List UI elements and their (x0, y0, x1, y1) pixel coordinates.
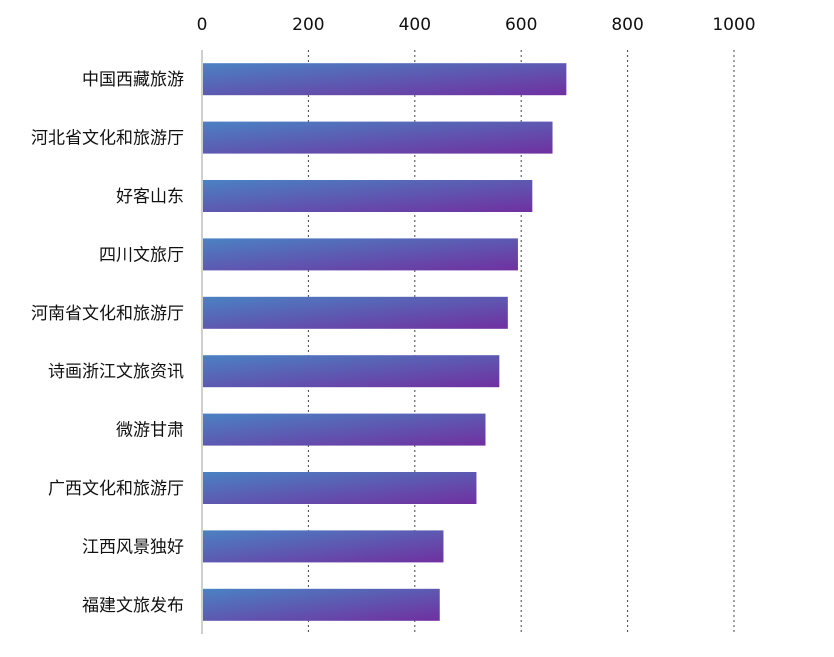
x-tick-label: 0 (197, 15, 208, 35)
category-label: 好客山东 (116, 187, 184, 207)
bar (203, 296, 508, 329)
category-label: 微游甘肃 (116, 421, 184, 441)
category-label: 河南省文化和旅游厅 (31, 304, 184, 324)
bar (203, 180, 533, 212)
x-tick-label: 800 (611, 15, 643, 35)
bar (203, 588, 440, 621)
bar (203, 530, 444, 563)
bar (203, 63, 567, 96)
x-tick-label: 1000 (712, 15, 755, 35)
x-tick-label: 200 (292, 15, 324, 35)
bar (203, 472, 477, 504)
category-label: 中国西藏旅游 (82, 70, 184, 90)
bars (203, 63, 567, 621)
x-tick-label: 600 (505, 15, 537, 35)
category-label: 诗画浙江文旅资讯 (48, 362, 184, 382)
category-label: 广西文化和旅游厅 (48, 479, 184, 499)
bar (203, 355, 500, 388)
bar (203, 238, 518, 271)
bar (203, 413, 486, 446)
bar (203, 121, 553, 154)
category-label: 江西风景独好 (82, 537, 184, 557)
x-tick-label: 400 (399, 15, 431, 35)
category-label: 四川文旅厅 (99, 245, 184, 265)
category-labels: 中国西藏旅游河北省文化和旅游厅好客山东四川文旅厅河南省文化和旅游厅诗画浙江文旅资… (31, 70, 184, 616)
category-label: 福建文旅发布 (82, 596, 184, 616)
x-axis-ticks: 0 200 400 600 800 1000 (197, 15, 756, 35)
category-label: 河北省文化和旅游厅 (31, 129, 184, 149)
